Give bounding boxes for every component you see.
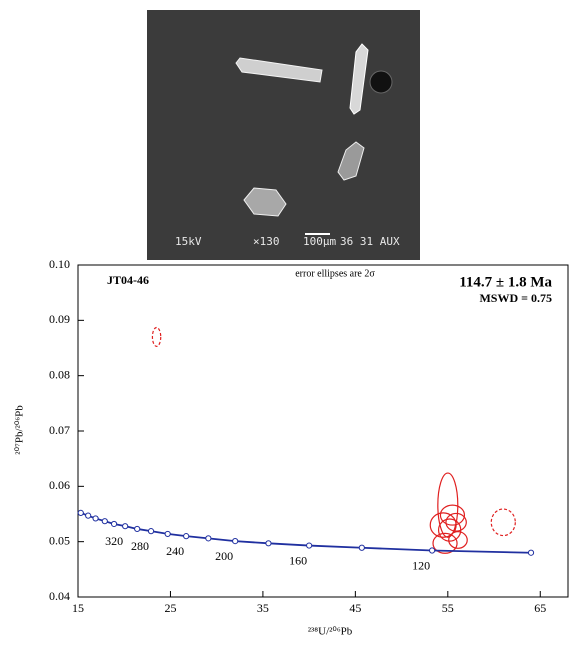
note: error ellipses are 2σ: [295, 268, 375, 279]
age-label: 160: [289, 553, 307, 567]
age-marker: [93, 516, 98, 521]
age: 114.7 ± 1.8 Ma: [459, 274, 552, 290]
age-marker: [233, 539, 238, 544]
caption: 100μm: [303, 235, 336, 248]
age-label: 120: [412, 558, 430, 572]
error-ellipse: [491, 509, 515, 536]
error-ellipse: [152, 328, 160, 347]
age-marker: [111, 521, 116, 526]
age-marker: [206, 536, 211, 541]
y-tick-label: 0.06: [49, 478, 70, 492]
y-tick-label: 0.07: [49, 423, 70, 437]
sem-image: 15kV ×130 100μm 36 31 AUX: [147, 10, 420, 260]
y-tick-label: 0.10: [49, 257, 70, 271]
age-marker: [86, 513, 91, 518]
age-label: 280: [131, 539, 149, 553]
age-marker: [359, 545, 364, 550]
page: 15kV ×130 100μm 36 31 AUX JT04-46 error …: [0, 0, 569, 642]
age-marker: [135, 526, 140, 531]
plot-frame: [78, 265, 568, 597]
age-marker: [78, 510, 83, 515]
age-label: 240: [166, 544, 184, 558]
age-marker: [102, 519, 107, 524]
y-tick-label: 0.05: [49, 533, 70, 547]
pore: [370, 71, 392, 93]
age-label: 200: [215, 549, 233, 563]
image-background: [147, 10, 420, 260]
age-marker: [307, 543, 312, 548]
x-tick-label: 45: [349, 601, 361, 615]
age-marker: [148, 529, 153, 534]
y-axis-label: ²⁰⁷Pb/²⁰⁶Pb: [14, 405, 26, 455]
sample-label: JT04-46: [107, 273, 149, 287]
mswd: MSWD = 0.75: [479, 291, 552, 305]
age-marker: [184, 534, 189, 539]
figure: 15kV ×130 100μm 36 31 AUX JT04-46 error …: [0, 0, 569, 642]
age-marker: [165, 531, 170, 536]
y-tick-label: 0.04: [49, 589, 70, 603]
x-tick-label: 35: [257, 601, 269, 615]
x-tick-label: 65: [534, 601, 546, 615]
age-marker: [266, 541, 271, 546]
x-tick-label: 15: [72, 601, 84, 615]
caption: 36 31 AUX: [340, 235, 400, 248]
caption: 15kV: [175, 235, 202, 248]
y-tick-label: 0.08: [49, 367, 70, 381]
error-ellipse: [449, 532, 467, 549]
age-label: 320: [105, 534, 123, 548]
x-tick-label: 25: [164, 601, 176, 615]
age-marker: [528, 550, 533, 555]
error-ellipse: [440, 505, 464, 525]
y-tick-label: 0.09: [49, 312, 70, 326]
x-tick-label: 55: [442, 601, 454, 615]
age-marker: [429, 548, 434, 553]
x-axis-label: ²³⁸U/²⁰⁶Pb: [308, 626, 353, 638]
age-marker: [123, 524, 128, 529]
caption: ×130: [253, 235, 280, 248]
